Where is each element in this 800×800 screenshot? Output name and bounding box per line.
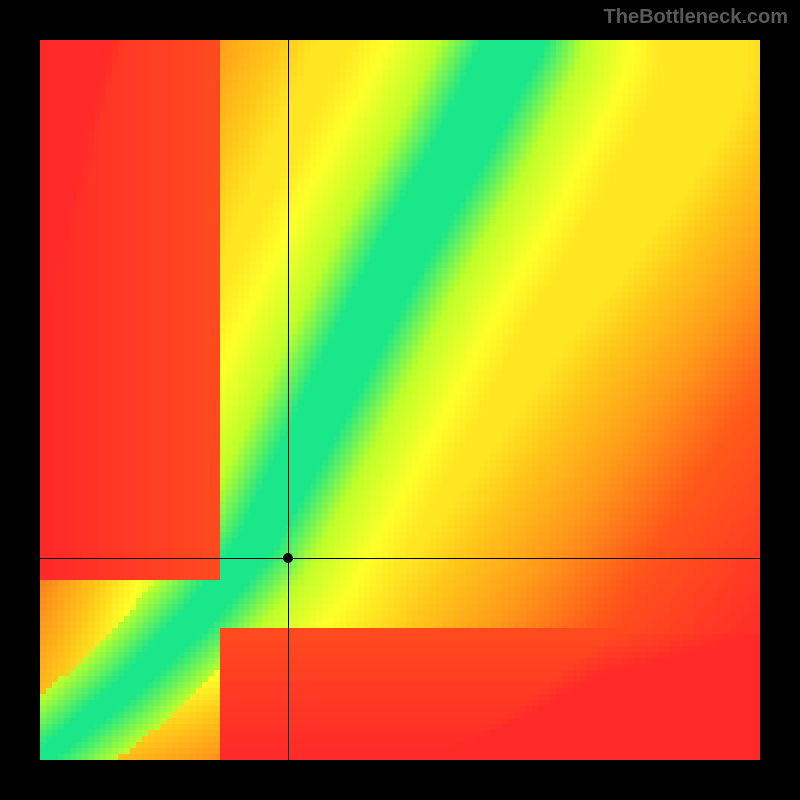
watermark-text: TheBottleneck.com [604,6,788,29]
chart-frame: { "watermark": { "text": "TheBottleneck.… [0,0,800,800]
heatmap-canvas [40,40,760,760]
